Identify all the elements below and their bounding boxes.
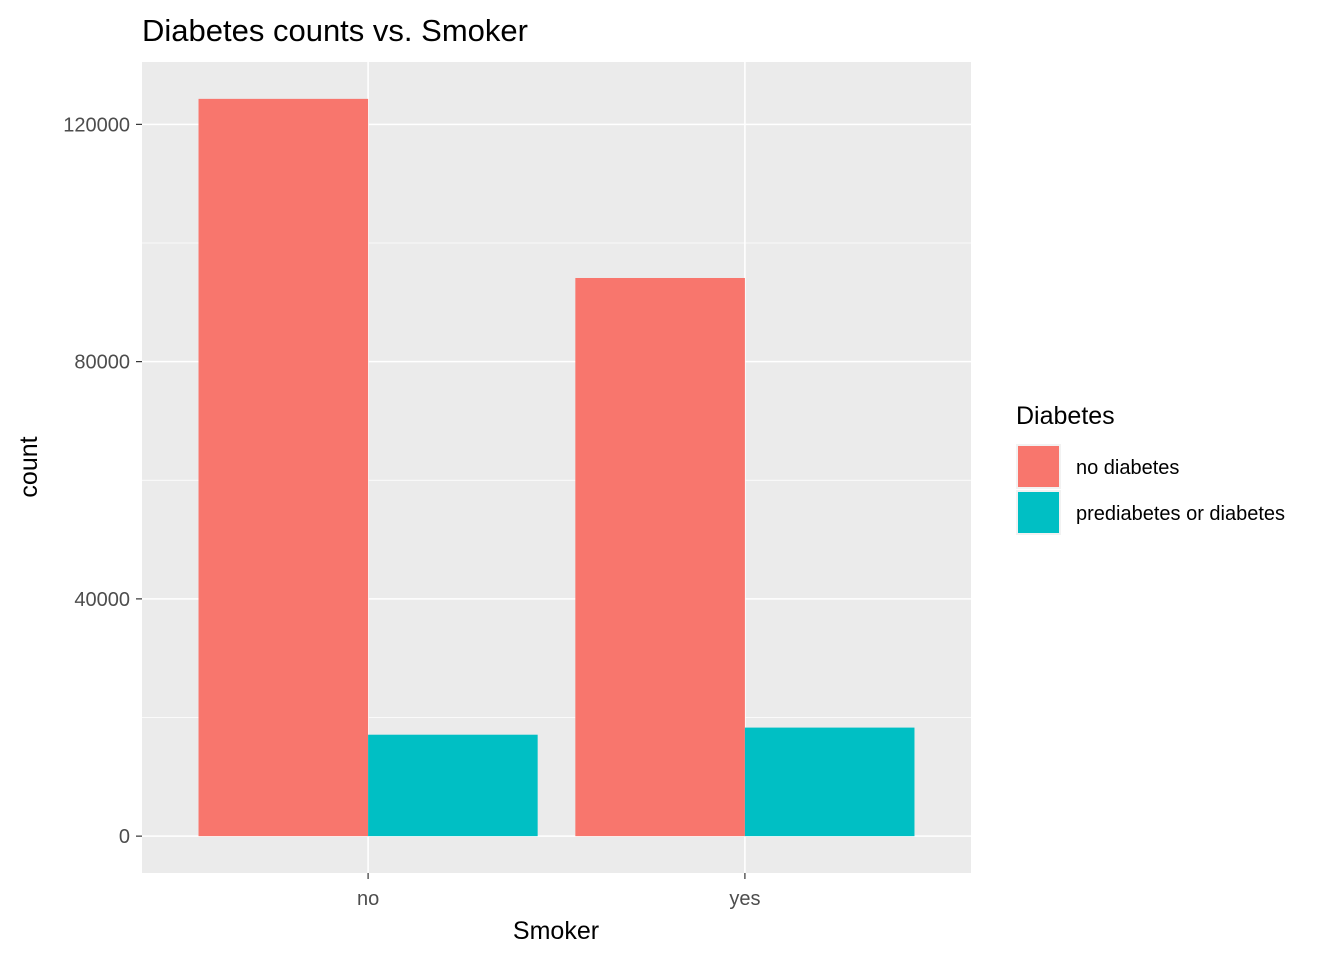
y-tick-label: 0 (119, 826, 130, 848)
x-tick-label: yes (729, 888, 760, 910)
y-axis: 0 40000 80000 120000 (63, 114, 142, 848)
y-tick-label: 120000 (63, 114, 130, 136)
legend-title: Diabetes (1016, 402, 1115, 430)
x-axis: no yes (357, 873, 760, 910)
bar (368, 734, 538, 837)
legend: Diabetes no diabetes prediabetes or diabe… (1016, 402, 1285, 535)
bars (198, 98, 915, 837)
y-tick-label: 40000 (74, 589, 130, 611)
x-axis-title: Smoker (513, 917, 599, 945)
legend-label: no diabetes (1076, 457, 1179, 479)
x-tick-label: no (357, 888, 379, 910)
bar (744, 727, 915, 837)
legend-items: no diabetes prediabetes or diabetes (1016, 444, 1285, 535)
chart-title: Diabetes counts vs. Smoker (142, 13, 528, 48)
legend-swatch (1018, 492, 1059, 533)
legend-swatch (1018, 446, 1059, 487)
legend-label: prediabetes or diabetes (1076, 503, 1285, 525)
bar (198, 98, 369, 837)
bar (575, 277, 745, 837)
y-tick-label: 80000 (74, 352, 130, 374)
y-axis-title: count (15, 436, 43, 497)
